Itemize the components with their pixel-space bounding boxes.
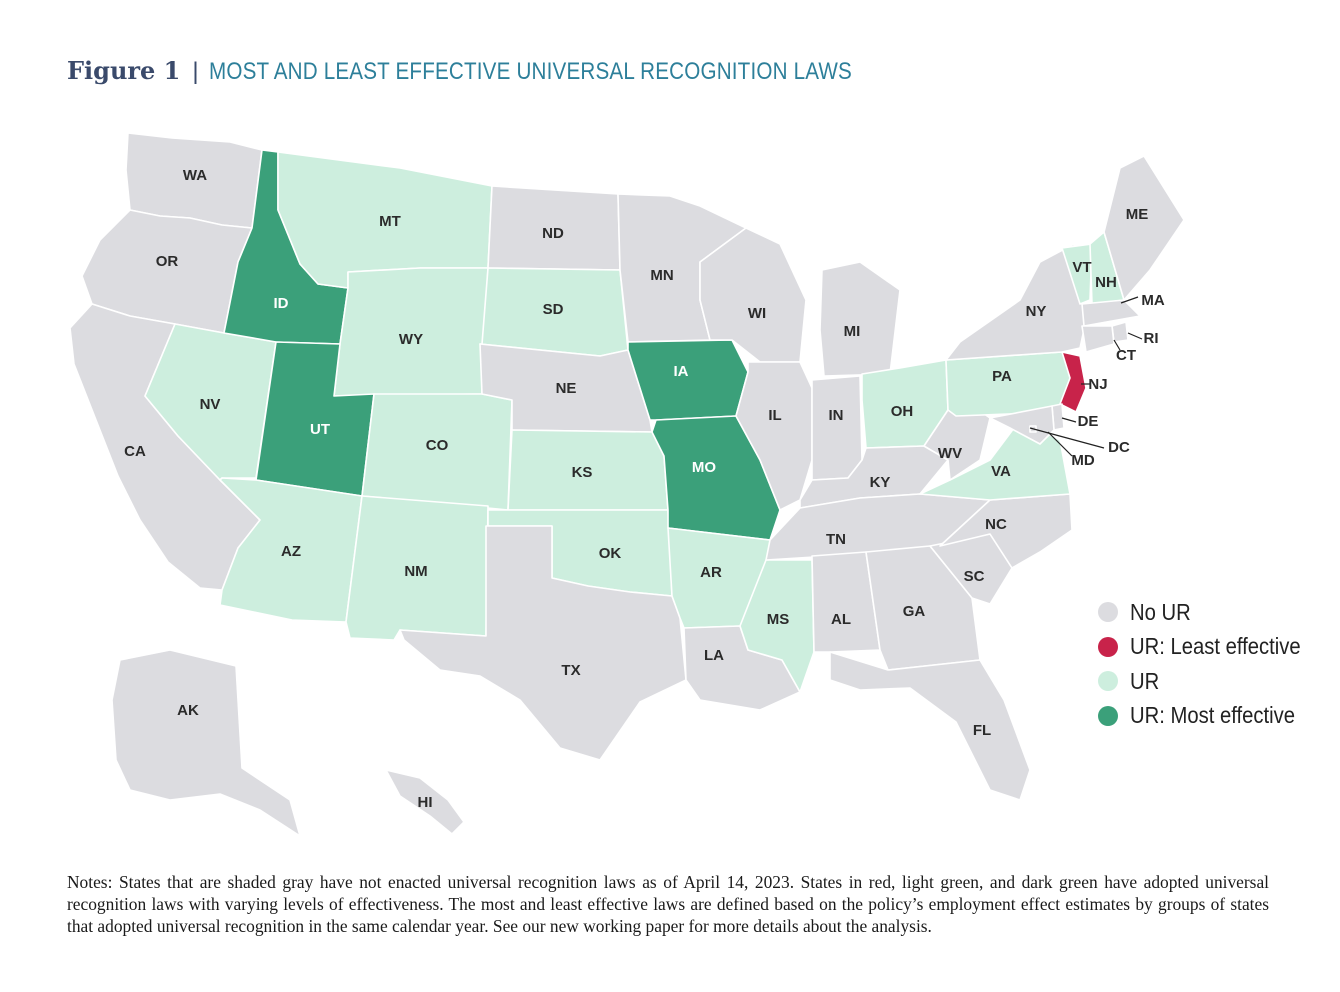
legend-label: No UR [1130,598,1191,625]
state-label-wi: WI [748,305,766,322]
state-label-il: IL [768,407,781,424]
leader-line [1127,332,1143,340]
state-label-ut: UT [310,421,330,438]
state-label-ar: AR [700,564,722,581]
state-label-nj: NJ [1088,376,1107,393]
state-label-oh: OH [891,403,914,420]
us-map: WA OR CA NV ID MT WY UT AZ CO NM ND SD NE KS OK TX MN IA MO… [69,132,1185,837]
map-legend: No UR UR: Least effective UR UR: Most ef… [1098,595,1318,733]
state-label-nm: NM [404,563,427,580]
figure-header: Figure 1 | MOST AND LEAST EFFECTIVE UNIV… [67,56,956,92]
state-label-me: ME [1126,206,1149,223]
state-label-mo: MO [692,459,716,476]
state-label-nd: ND [542,225,564,242]
state-label-al: AL [831,611,851,628]
state-label-ga: GA [903,603,926,620]
state-label-pa: PA [992,368,1012,385]
state-tx [399,525,687,761]
state-label-de: DE [1078,413,1099,430]
state-label-wy: WY [399,331,423,348]
legend-item-most-effective: UR: Most effective [1098,699,1318,734]
state-label-ky: KY [870,474,891,491]
state-il [735,361,813,511]
state-label-va: VA [991,463,1011,480]
state-label-ks: KS [572,464,593,481]
leader-line [1061,417,1077,423]
state-fl [829,651,1031,801]
state-md [989,405,1055,445]
state-label-or: OR [156,253,179,270]
state-label-nv: NV [200,396,221,413]
state-label-mt: MT [379,213,401,230]
state-label-id: ID [274,295,289,312]
state-vt [1061,243,1093,305]
legend-item-least-effective: UR: Least effective [1098,630,1318,665]
state-label-ms: MS [767,611,790,628]
state-label-ca: CA [124,443,146,460]
state-label-nc: NC [985,516,1007,533]
state-label-ma: MA [1141,292,1164,309]
leader-line [1029,427,1105,449]
legend-item-no-ur: No UR [1098,595,1318,630]
state-in [811,375,863,481]
state-label-in: IN [829,407,844,424]
state-label-wa: WA [183,167,207,184]
states-layer [69,132,1185,837]
state-ma [1081,299,1141,327]
legend-label: UR: Most effective [1130,702,1295,729]
legend-label: UR: Least effective [1130,633,1301,660]
legend-swatch-least-effective [1098,636,1118,657]
state-label-ak: AK [177,702,199,719]
state-label-fl: FL [973,722,991,739]
leader-line [1047,431,1073,457]
figure-title: MOST AND LEAST EFFECTIVE UNIVERSAL RECOG… [208,58,852,85]
state-ak [111,649,301,837]
state-hi [385,769,465,835]
state-label-hi: HI [418,794,433,811]
state-mi [819,261,901,377]
state-label-ok: OK [599,545,622,562]
state-label-wv: WV [938,445,962,462]
legend-swatch-ur [1098,671,1118,692]
figure-separator: | [192,58,199,85]
state-label-mi: MI [844,323,861,340]
state-label-ri: RI [1144,330,1159,347]
state-label-tn: TN [826,531,846,548]
state-label-md: MD [1071,452,1094,469]
state-label-vt: VT [1072,259,1091,276]
state-ia [627,339,749,421]
state-label-tx: TX [561,662,580,679]
state-label-dc: DC [1108,439,1130,456]
state-label-co: CO [426,437,449,454]
state-nj [1059,351,1087,413]
state-label-ct: CT [1116,347,1136,364]
legend-swatch-most-effective [1098,705,1118,726]
state-al [811,551,881,653]
state-labels: WA OR CA NV ID MT WY UT AZ CO NM ND SD NE KS OK TX MN IA MO… [124,167,1165,811]
state-label-mn: MN [650,267,673,284]
state-ct [1081,325,1115,353]
state-ri [1111,321,1129,343]
leader-line [1120,296,1139,304]
legend-item-ur: UR [1098,664,1318,699]
state-label-ny: NY [1026,303,1047,320]
state-label-az: AZ [281,543,301,560]
legend-label: UR [1130,667,1160,694]
figure-notes: Notes: States that are shaded gray have … [67,872,1269,936]
state-label-ia: IA [674,363,689,380]
state-label-ne: NE [556,380,577,397]
state-label-nh: NH [1095,274,1117,291]
leader-line [1113,339,1121,351]
figure-label: Figure 1 [67,56,181,85]
state-ny [945,243,1087,361]
leader-lines [1029,296,1143,457]
state-label-sd: SD [543,301,564,318]
state-label-sc: SC [964,568,985,585]
state-label-la: LA [704,647,724,664]
legend-swatch-no-ur [1098,602,1118,623]
